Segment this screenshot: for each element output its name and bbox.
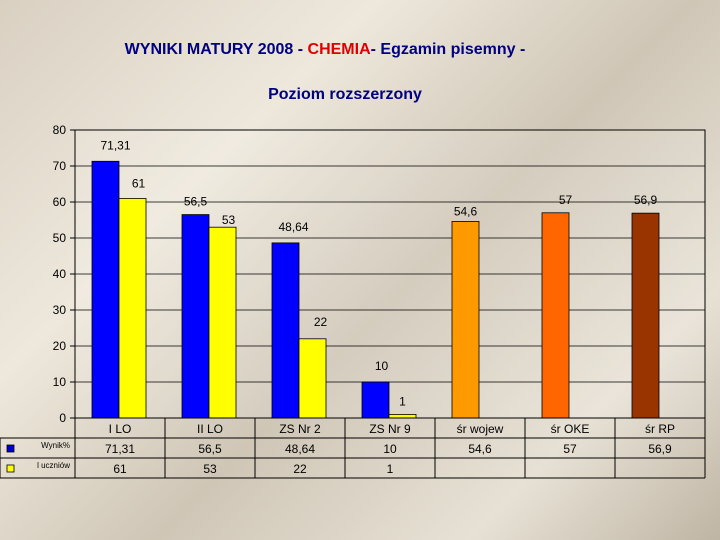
table-cell: 56,5: [198, 442, 222, 456]
data-label: 22: [314, 315, 328, 329]
y-tick-label: 80: [53, 123, 67, 137]
category-label: ZS Nr 2: [279, 422, 321, 436]
bar-uczniow: [388, 413, 417, 419]
bar-wynik: [271, 242, 300, 419]
bar-uczniow: [118, 197, 147, 419]
legend-swatch: [6, 464, 15, 473]
y-tick-label: 20: [53, 339, 67, 353]
category-label: II LO: [197, 422, 223, 436]
y-tick-label: 50: [53, 231, 67, 245]
data-label: 48,64: [278, 220, 308, 234]
category-label: ZS Nr 9: [369, 422, 411, 436]
chart-subtitle: Poziom rozszerzony: [268, 86, 422, 103]
title-highlight: CHEMIA: [307, 41, 371, 58]
data-label: 61: [132, 176, 146, 190]
bar-wynik: [361, 381, 390, 419]
category-label: śr OKE: [551, 422, 590, 436]
y-tick-label: 10: [53, 375, 67, 389]
table-cell: 53: [203, 462, 217, 476]
category-label: śr wojew: [457, 422, 504, 436]
category-label: I LO: [109, 422, 132, 436]
legend-label: l uczniów: [37, 461, 70, 470]
table-cell: 22: [293, 462, 307, 476]
data-label: 56,9: [634, 193, 658, 207]
data-label: 10: [375, 359, 389, 373]
y-tick-label: 40: [53, 267, 67, 281]
y-tick-label: 60: [53, 195, 67, 209]
data-label: 56,5: [184, 195, 208, 209]
chart-title: WYNIKI MATURY 2008 - CHEMIA- Egzamin pis…: [0, 41, 650, 59]
table-cell: 54,6: [468, 442, 492, 456]
legend-swatch: [6, 444, 15, 453]
y-tick-label: 30: [53, 303, 67, 317]
y-tick-label: 0: [59, 411, 66, 425]
title-suffix: - Egzamin pisemny -: [370, 41, 526, 58]
table-cell: 48,64: [285, 442, 315, 456]
table-cell: 10: [383, 442, 397, 456]
bar-wynik: [631, 212, 660, 419]
data-label: 53: [222, 213, 236, 227]
table-cell: 61: [113, 462, 127, 476]
data-label: 1: [399, 394, 406, 408]
title-prefix: WYNIKI MATURY 2008 -: [124, 41, 308, 58]
data-label: 57: [559, 193, 573, 207]
table-cell: 56,9: [648, 442, 672, 456]
data-label: 71,31: [100, 138, 130, 152]
category-label: śr RP: [645, 422, 675, 436]
bar-wynik: [451, 221, 480, 419]
bar-uczniow: [208, 226, 237, 419]
bar-wynik: [91, 160, 120, 419]
table-cell: 1: [387, 462, 394, 476]
bar-wynik: [541, 212, 570, 419]
bar-wynik: [181, 214, 210, 419]
table-cell: 57: [563, 442, 577, 456]
data-label: 54,6: [454, 204, 478, 218]
y-tick-label: 70: [53, 159, 67, 173]
legend-label: Wynik%: [41, 441, 70, 450]
bar-uczniow: [298, 338, 327, 419]
table-cell: 71,31: [105, 442, 135, 456]
